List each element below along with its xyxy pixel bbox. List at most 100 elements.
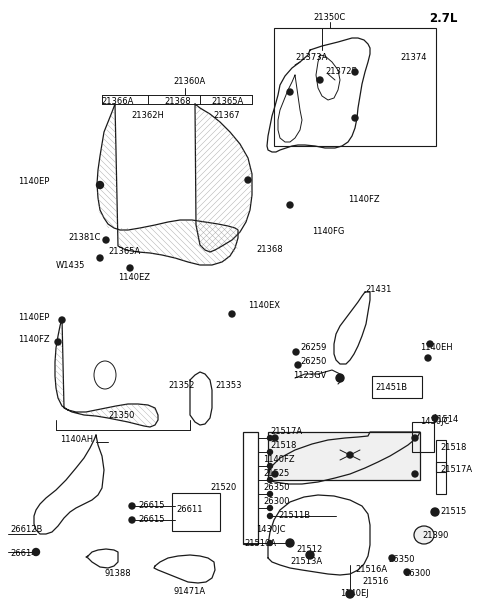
Text: 1140EJ: 1140EJ <box>340 590 369 598</box>
Circle shape <box>267 435 273 440</box>
Text: 21514: 21514 <box>432 416 458 424</box>
Circle shape <box>412 471 418 477</box>
Text: 2.7L: 2.7L <box>430 12 458 25</box>
Circle shape <box>229 311 235 317</box>
Text: 26250: 26250 <box>300 357 326 367</box>
Circle shape <box>352 115 358 121</box>
Circle shape <box>287 89 293 95</box>
Circle shape <box>127 265 133 271</box>
Circle shape <box>412 435 418 441</box>
Circle shape <box>55 339 61 345</box>
Text: 21381C: 21381C <box>68 234 100 242</box>
Text: 21517A: 21517A <box>270 427 302 437</box>
Circle shape <box>432 415 438 421</box>
Text: 91388: 91388 <box>105 569 132 579</box>
Circle shape <box>267 464 273 469</box>
Text: 21515: 21515 <box>440 507 466 517</box>
Circle shape <box>245 177 251 183</box>
Circle shape <box>272 471 278 477</box>
Text: 21353: 21353 <box>215 381 241 389</box>
Circle shape <box>431 508 439 516</box>
Text: 21365A: 21365A <box>108 247 140 256</box>
Circle shape <box>317 77 323 83</box>
Bar <box>412 422 434 452</box>
Text: 1140AH: 1140AH <box>60 435 93 445</box>
Text: 26300: 26300 <box>404 568 431 577</box>
Text: 26612B: 26612B <box>10 525 42 534</box>
Circle shape <box>286 539 294 547</box>
Text: 21367: 21367 <box>213 111 240 121</box>
Circle shape <box>425 355 431 361</box>
Circle shape <box>33 549 39 555</box>
Circle shape <box>129 517 135 523</box>
Circle shape <box>267 514 273 518</box>
Text: 21368: 21368 <box>256 245 283 255</box>
Circle shape <box>347 452 353 458</box>
Text: 1140FZ: 1140FZ <box>263 456 295 464</box>
Text: 1140EZ: 1140EZ <box>118 274 150 282</box>
Circle shape <box>267 450 273 454</box>
Text: 1140EP: 1140EP <box>18 314 49 322</box>
Text: 1430JC: 1430JC <box>420 418 449 426</box>
Circle shape <box>287 202 293 208</box>
Text: 21431: 21431 <box>365 285 391 295</box>
Text: 21390: 21390 <box>422 531 448 539</box>
Text: 21350: 21350 <box>108 410 134 419</box>
Circle shape <box>352 69 358 75</box>
Circle shape <box>267 477 273 483</box>
Text: 21512: 21512 <box>296 546 322 555</box>
Text: 21516: 21516 <box>362 577 388 587</box>
Text: 26615: 26615 <box>138 515 165 525</box>
Text: 1140FG: 1140FG <box>312 228 344 237</box>
Ellipse shape <box>414 526 434 544</box>
Text: 21350C: 21350C <box>314 14 346 23</box>
Bar <box>436 462 446 494</box>
Circle shape <box>389 555 395 561</box>
Text: 21360A: 21360A <box>174 77 206 87</box>
Circle shape <box>59 317 65 323</box>
Circle shape <box>404 569 410 575</box>
Text: 26614: 26614 <box>10 549 36 558</box>
Text: 21517A: 21517A <box>440 466 472 475</box>
Circle shape <box>295 362 301 368</box>
Text: 1430JC: 1430JC <box>256 525 286 534</box>
Text: 26350: 26350 <box>263 483 289 493</box>
Bar <box>172 493 220 531</box>
Bar <box>268 432 420 480</box>
Text: 21518: 21518 <box>440 443 467 453</box>
Circle shape <box>306 551 314 559</box>
Text: 1123GV: 1123GV <box>293 371 326 381</box>
Text: 21520: 21520 <box>210 483 236 493</box>
Text: 21362H: 21362H <box>132 111 165 121</box>
Text: 21513A: 21513A <box>290 558 322 566</box>
Text: 1140EX: 1140EX <box>248 301 280 309</box>
Circle shape <box>293 349 299 355</box>
Text: 21510A: 21510A <box>244 539 276 547</box>
Bar <box>436 440 446 472</box>
Text: 91471A: 91471A <box>174 587 206 597</box>
Text: 21516A: 21516A <box>355 566 387 574</box>
Circle shape <box>267 541 273 546</box>
Text: 21525: 21525 <box>263 469 289 478</box>
Text: 21352: 21352 <box>168 381 194 389</box>
Text: 21374: 21374 <box>400 54 427 63</box>
Circle shape <box>272 435 278 441</box>
Bar <box>274 28 436 146</box>
Text: 21365A: 21365A <box>212 98 244 106</box>
Text: 21372B: 21372B <box>325 68 358 76</box>
Text: 1140FZ: 1140FZ <box>18 336 49 344</box>
Text: 21451B: 21451B <box>375 384 407 392</box>
Circle shape <box>96 181 104 189</box>
Text: 1140EP: 1140EP <box>18 178 49 186</box>
Circle shape <box>346 590 354 598</box>
Circle shape <box>427 341 433 347</box>
Text: 21373A: 21373A <box>295 54 327 63</box>
Circle shape <box>97 255 103 261</box>
Text: 21518: 21518 <box>270 442 296 451</box>
Circle shape <box>267 491 273 496</box>
Circle shape <box>336 374 344 382</box>
Text: W1435: W1435 <box>56 261 85 269</box>
Text: 1140EH: 1140EH <box>420 344 453 352</box>
Text: 21366A: 21366A <box>102 98 134 106</box>
Text: 26350: 26350 <box>388 555 415 565</box>
